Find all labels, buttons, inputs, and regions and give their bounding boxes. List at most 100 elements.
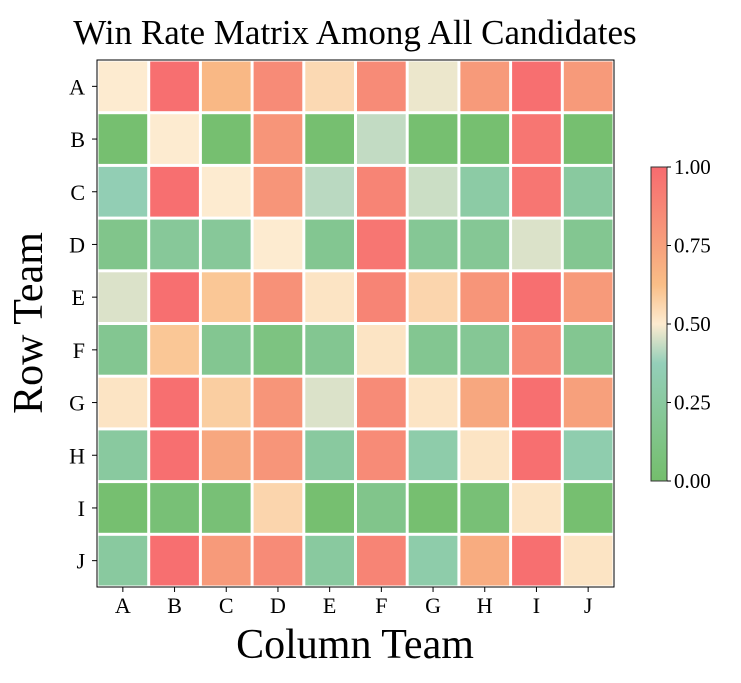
heatmap-cell-G-C — [201, 377, 251, 428]
heatmap-cell-A-J — [563, 61, 613, 112]
heatmap-cell-J-J — [563, 535, 613, 586]
heatmap-cell-I-F — [357, 483, 406, 533]
heatmap-cell-I-H — [460, 483, 510, 533]
heatmap-cell-I-D — [253, 483, 303, 533]
heatmap-cell-J-E — [305, 535, 354, 586]
colorbar-tick-label: 0.00 — [674, 469, 711, 493]
heatmap-cell-E-B — [150, 272, 199, 322]
heatmap-cell-A-F — [357, 61, 406, 112]
heatmap-cell-E-J — [563, 272, 613, 322]
heatmap-cell-A-H — [460, 61, 510, 112]
heatmap-cell-J-C — [201, 535, 251, 586]
heatmap-cell-B-B — [150, 114, 199, 164]
y-tick-label: E — [72, 285, 85, 310]
heatmap-cell-B-D — [253, 114, 303, 164]
x-axis-label: Column Team — [236, 622, 474, 668]
heatmap-cell-B-A — [98, 114, 148, 164]
heatmap-cell-A-C — [201, 61, 251, 112]
heatmap-cell-A-E — [305, 61, 354, 112]
x-tick-label: F — [375, 593, 387, 618]
heatmap-cell-D-H — [460, 219, 510, 270]
y-tick-label: A — [69, 74, 85, 99]
y-tick-label: B — [70, 127, 85, 152]
heatmap-cell-H-I — [512, 430, 561, 481]
heatmap-cell-C-B — [150, 166, 199, 217]
y-tick-label: H — [69, 443, 85, 468]
heatmap-cell-B-G — [408, 114, 458, 164]
heatmap-cell-F-F — [357, 325, 406, 375]
heatmap-cell-F-J — [563, 325, 613, 375]
heatmap-cell-C-I — [512, 166, 561, 217]
heatmap-cell-I-A — [98, 483, 148, 533]
heatmap-cell-B-H — [460, 114, 510, 164]
heatmap-cell-B-E — [305, 114, 354, 164]
heatmap-cell-F-A — [98, 325, 148, 375]
colorbar — [650, 166, 668, 482]
heatmap-cell-H-G — [408, 430, 458, 481]
heatmap-cell-E-A — [98, 272, 148, 322]
heatmap-cell-F-E — [305, 325, 354, 375]
heatmap-cell-D-I — [512, 219, 561, 270]
heatmap-cell-C-H — [460, 166, 510, 217]
heatmap-cell-H-E — [305, 430, 354, 481]
x-tick-label: D — [270, 593, 286, 618]
heatmap-cell-G-B — [150, 377, 199, 428]
colorbar-tick-label: 0.25 — [674, 391, 711, 415]
x-tick-label: H — [477, 593, 493, 618]
heatmap-cell-G-J — [563, 377, 613, 428]
x-tick-label: G — [425, 593, 441, 618]
heatmap-cell-B-F — [357, 114, 406, 164]
heatmap-cell-H-C — [201, 430, 251, 481]
chart-title: Win Rate Matrix Among All Candidates — [73, 13, 636, 52]
y-tick-label: C — [70, 180, 85, 205]
heatmap-cell-E-C — [201, 272, 251, 322]
y-tick-label: I — [78, 496, 85, 521]
heatmap-cell-F-B — [150, 325, 199, 375]
heatmap-cell-B-I — [512, 114, 561, 164]
x-tick-label: E — [323, 593, 336, 618]
heatmap-cell-H-H — [460, 430, 510, 481]
heatmap-cell-J-F — [357, 535, 406, 586]
heatmap-cell-H-B — [150, 430, 199, 481]
heatmap-cell-E-F — [357, 272, 406, 322]
heatmap-cell-E-D — [253, 272, 303, 322]
heatmap-cell-C-F — [357, 166, 406, 217]
heatmap-cell-B-C — [201, 114, 251, 164]
heatmap-cell-A-B — [150, 61, 199, 112]
heatmap-cell-F-G — [408, 325, 458, 375]
heatmap-cell-J-A — [98, 535, 148, 586]
heatmap-cell-A-A — [98, 61, 148, 112]
x-tick-label: B — [167, 593, 182, 618]
heatmap-cell-G-F — [357, 377, 406, 428]
heatmap-cell-C-C — [201, 166, 251, 217]
heatmap-cell-J-H — [460, 535, 510, 586]
heatmap-cell-A-D — [253, 61, 303, 112]
heatmap-cell-A-I — [512, 61, 561, 112]
colorbar-tick-label: 1.00 — [674, 155, 711, 179]
y-axis-label: Row Team — [6, 232, 52, 414]
heatmap-cell-H-D — [253, 430, 303, 481]
heatmap-cell-D-E — [305, 219, 354, 270]
heatmap-cell-D-G — [408, 219, 458, 270]
heatmap-cell-J-G — [408, 535, 458, 586]
y-tick-label: G — [69, 391, 85, 416]
heatmap-cell-D-J — [563, 219, 613, 270]
heatmap-cell-I-G — [408, 483, 458, 533]
heatmap-cell-J-D — [253, 535, 303, 586]
heatmap-cell-F-C — [201, 325, 251, 375]
heatmap-cell-F-D — [253, 325, 303, 375]
x-tick-label: C — [219, 593, 234, 618]
heatmap-cell-E-H — [460, 272, 510, 322]
heatmap-cell-I-E — [305, 483, 354, 533]
heatmap-cell-C-A — [98, 166, 148, 217]
heatmap-cell-E-I — [512, 272, 561, 322]
heatmap-cell-C-E — [305, 166, 354, 217]
heatmap-cell-E-E — [305, 272, 354, 322]
heatmap-cell-H-J — [563, 430, 613, 481]
x-tick-label: A — [115, 593, 131, 618]
heatmap-cell-F-I — [512, 325, 561, 375]
heatmap-cell-G-D — [253, 377, 303, 428]
x-tick-label: J — [584, 593, 593, 618]
heatmap-cell-C-D — [253, 166, 303, 217]
